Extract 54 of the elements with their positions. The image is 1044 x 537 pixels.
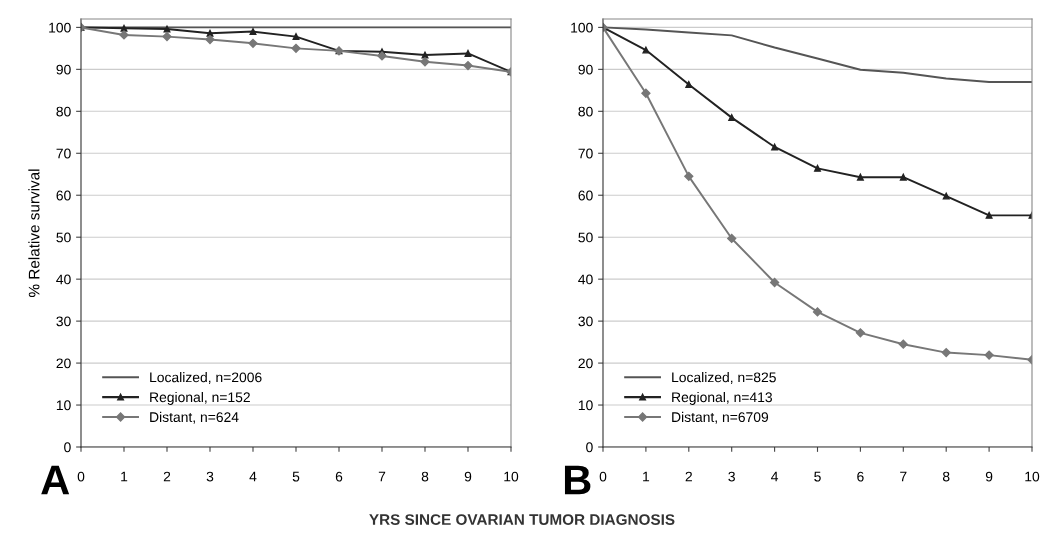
x-tick-label: 5: [814, 471, 821, 482]
x-tick-label: 5: [292, 471, 300, 482]
y-tick-label: 20: [578, 358, 593, 369]
y-tick-label: 20: [56, 358, 71, 369]
y-tick-label: 10: [578, 400, 593, 411]
y-tick-label: 10: [56, 400, 71, 411]
x-tick-label: 9: [985, 471, 993, 482]
y-axis-title: % Relative survival: [28, 169, 40, 297]
x-tick-label: 3: [206, 471, 214, 482]
y-tick-label: 30: [56, 316, 71, 327]
y-tick-label: 0: [586, 442, 593, 453]
x-tick-label: 9: [464, 471, 472, 482]
x-tick-label: 1: [121, 471, 128, 482]
x-tick-label: 10: [504, 471, 519, 482]
x-tick-label: 6: [857, 471, 864, 482]
text: B: [564, 465, 591, 495]
x-tick-label: 0: [599, 471, 607, 482]
y-tick-label: 0: [64, 442, 71, 453]
legend-label: Localized, n=825: [672, 372, 776, 384]
y-tick-label: 90: [56, 64, 71, 75]
x-axis-title: YRS SINCE OVARIAN TUMOR DIAGNOSIS: [369, 514, 675, 525]
y-tick-label: 100: [571, 22, 593, 33]
y-tick-label: 50: [578, 232, 593, 243]
x-tick-label: 6: [335, 471, 343, 482]
y-tick-label: 80: [56, 106, 71, 117]
x-tick-label: 0: [77, 471, 85, 482]
y-tick-label: 40: [578, 274, 593, 285]
text: A: [41, 465, 70, 495]
y-tick-label: 80: [578, 106, 593, 117]
legend-label: Regional, n=413: [672, 391, 772, 405]
x-tick-label: 4: [249, 471, 257, 482]
y-tick-label: 60: [56, 190, 71, 201]
x-tick-label: 1: [643, 471, 650, 482]
x-tick-label: 3: [728, 471, 735, 482]
x-tick-label: 2: [163, 471, 171, 482]
x-tick-label: 8: [942, 471, 950, 482]
y-tick-label: 100: [49, 22, 71, 33]
y-tick-label: 60: [578, 190, 593, 201]
legend-label: Distant, n=6709: [672, 411, 769, 424]
legend-label: Distant, n=624: [150, 411, 239, 424]
x-tick-label: 4: [771, 471, 779, 482]
y-tick-label: 50: [56, 232, 71, 243]
legend-label: Localized, n=2006: [150, 372, 262, 384]
y-tick-label: 70: [56, 148, 71, 159]
y-tick-label: 30: [578, 316, 593, 327]
y-tick-label: 70: [578, 148, 593, 159]
x-tick-label: 2: [685, 471, 692, 482]
legend-label: Regional, n=152: [150, 391, 250, 405]
x-tick-label: 7: [900, 471, 907, 482]
x-tick-label: 10: [1025, 471, 1040, 482]
y-tick-label: 40: [56, 274, 71, 285]
x-tick-label: 7: [378, 471, 386, 482]
y-tick-label: 90: [578, 64, 593, 75]
x-tick-label: 8: [421, 471, 429, 482]
